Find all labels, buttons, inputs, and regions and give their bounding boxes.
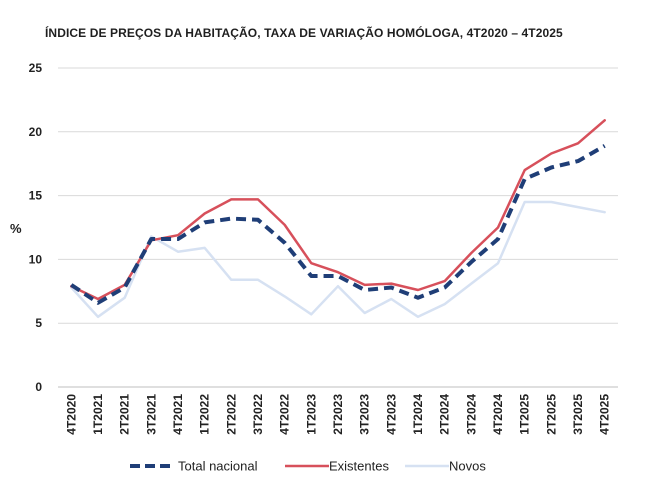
- legend-label: Novos: [449, 459, 486, 474]
- legend-label: Total nacional: [178, 459, 258, 474]
- y-tick-label: 5: [35, 316, 42, 330]
- x-tick-label: 4T2021: [171, 394, 185, 435]
- x-tick-label: 3T2021: [144, 394, 158, 435]
- x-tick-label: 3T2022: [251, 394, 265, 435]
- x-tick-label: 2T2022: [224, 394, 238, 435]
- x-tick-label: 2T2025: [544, 394, 558, 435]
- y-tick-label: 15: [29, 189, 43, 203]
- legend-label: Existentes: [329, 459, 389, 474]
- y-tick-label: 10: [29, 252, 43, 266]
- x-tick-label: 1T2024: [411, 394, 425, 435]
- x-tick-label: 2T2021: [118, 394, 132, 435]
- series-lines: [71, 120, 605, 317]
- x-tick-label: 3T2025: [571, 394, 585, 435]
- legend-item: Novos: [405, 459, 486, 474]
- legend-item: Total nacional: [130, 459, 258, 474]
- x-axis: 4T2020 1T2021 2T2021 3T2021 4T2021 1T2022 2T20…: [64, 394, 611, 435]
- x-tick-label: 3T2024: [464, 394, 478, 435]
- gridlines: [58, 68, 618, 387]
- x-tick-label: 1T2023: [304, 394, 318, 435]
- x-tick-label: 4T2024: [491, 394, 505, 435]
- y-axis: 0 5 10 15 20 25: [29, 61, 43, 394]
- x-tick-label: 4T2025: [598, 394, 612, 435]
- x-tick-label: 2T2024: [438, 394, 452, 435]
- x-tick-label: 4T2020: [64, 394, 78, 435]
- legend: Total nacional Existentes Novos: [130, 459, 486, 474]
- y-tick-label: 0: [35, 380, 42, 394]
- y-axis-label: %: [10, 221, 22, 236]
- series-existentes: [71, 120, 605, 299]
- legend-item: Existentes: [285, 459, 389, 474]
- x-tick-label: 2T2023: [331, 394, 345, 435]
- y-tick-label: 25: [29, 61, 43, 75]
- x-tick-label: 4T2022: [278, 394, 292, 435]
- y-tick-label: 20: [29, 125, 43, 139]
- chart-title: ÍNDICE DE PREÇOS DA HABITAÇÃO, TAXA DE V…: [45, 25, 563, 40]
- x-tick-label: 1T2025: [518, 394, 532, 435]
- x-tick-label: 3T2023: [358, 394, 372, 435]
- x-tick-label: 1T2021: [91, 394, 105, 435]
- x-tick-label: 4T2023: [384, 394, 398, 435]
- x-tick-label: 1T2022: [198, 394, 212, 435]
